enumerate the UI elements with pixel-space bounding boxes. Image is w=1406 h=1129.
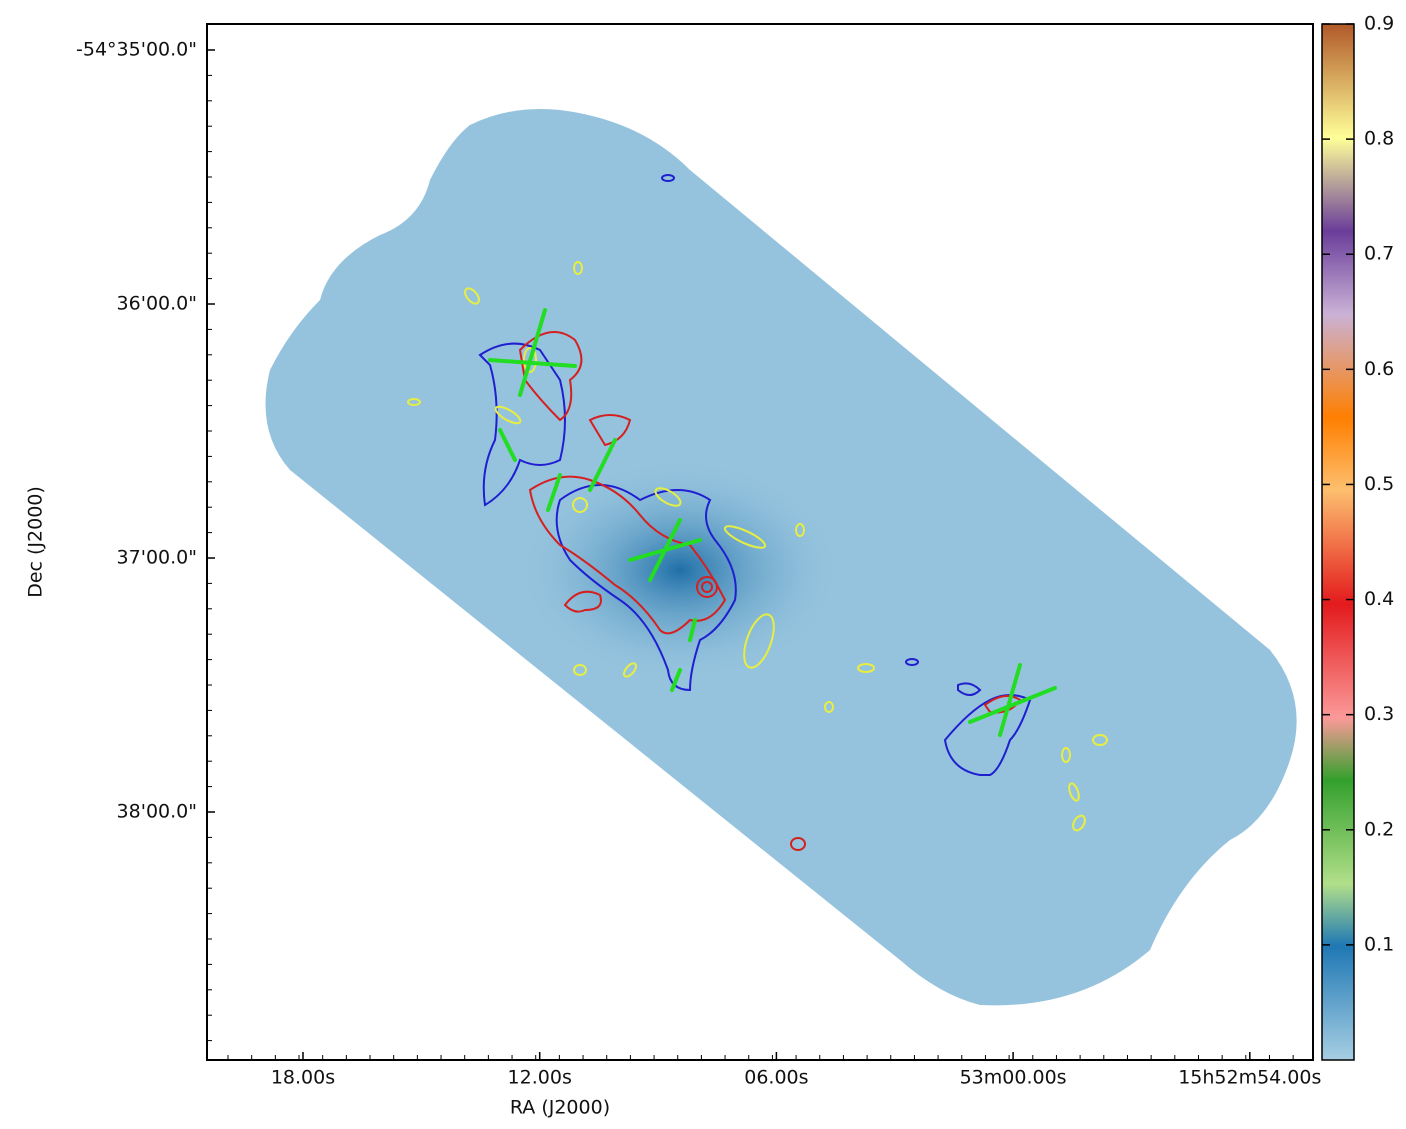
x-tick-label: 18.00s xyxy=(271,1067,335,1089)
colorbar-tick-label: 0.6 xyxy=(1364,358,1394,380)
colorbar-tick-label: 0.2 xyxy=(1364,818,1394,840)
y-axis-label: Dec (J2000) xyxy=(25,486,47,598)
colorbar-tick-label: 0.1 xyxy=(1364,933,1394,955)
x-tick-label: 12.00s xyxy=(508,1067,572,1089)
colorbar-tick-label: 0.4 xyxy=(1364,588,1394,610)
colorbar xyxy=(1322,24,1354,1060)
x-axis-label: RA (J2000) xyxy=(510,1097,610,1119)
colorbar-tick-label: 0.3 xyxy=(1364,703,1394,725)
x-tick-label: 15h52m54.00s xyxy=(1178,1067,1321,1089)
y-tick-label: 37'00.0" xyxy=(117,547,197,569)
emission xyxy=(520,460,840,680)
figure: RA (J2000) Dec (J2000) 18.00s 12.00s 06.00… xyxy=(0,0,1406,1125)
image xyxy=(266,109,1297,1005)
x-tick-label: 06.00s xyxy=(744,1067,808,1089)
y-tick-label: 38'00.0" xyxy=(117,801,197,823)
x-tick-label: 53m00.00s xyxy=(960,1067,1067,1089)
colorbar-tick-label: 0.9 xyxy=(1364,13,1394,35)
colorbar-tick-label: 0.8 xyxy=(1364,128,1394,150)
y-tick-label: 36'00.0" xyxy=(117,293,197,315)
y-tick-label: -54°35'00.0" xyxy=(76,39,197,61)
colorbar-tick-label: 0.5 xyxy=(1364,473,1394,495)
colorbar-tick-label: 0.7 xyxy=(1364,243,1394,265)
